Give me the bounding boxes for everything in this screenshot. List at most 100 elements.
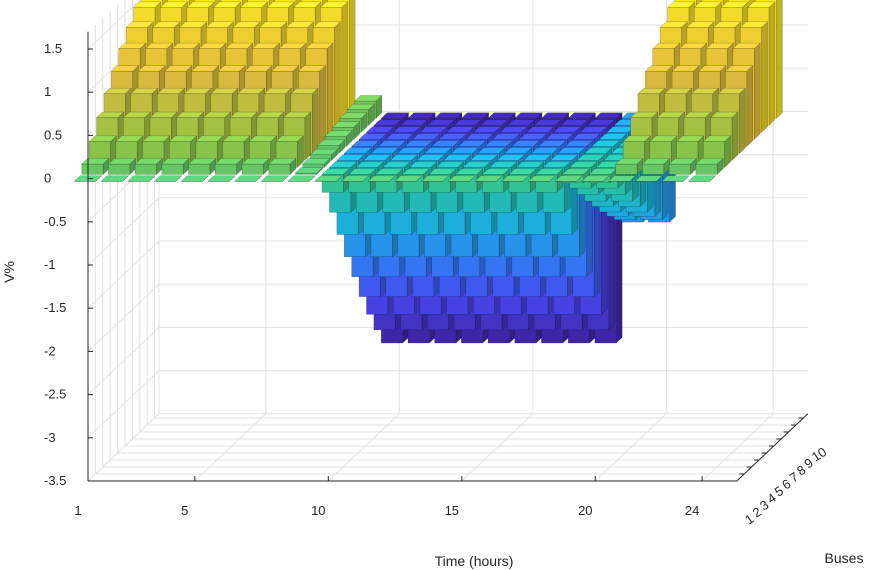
- bar-top: [125, 21, 155, 28]
- bar: [107, 157, 137, 175]
- bar-top: [287, 175, 316, 182]
- bar-top: [720, 1, 749, 8]
- bar-top: [358, 133, 387, 140]
- bar-top: [549, 154, 579, 161]
- bar-front: [668, 163, 691, 175]
- bar-top: [523, 154, 552, 161]
- bar-top: [198, 42, 227, 49]
- x-axis-label: Time (hours): [435, 553, 514, 569]
- bar-top: [118, 42, 147, 49]
- bar: [661, 175, 690, 182]
- bar-top: [644, 65, 674, 72]
- bar-top: [656, 111, 686, 118]
- bar-top: [110, 65, 140, 72]
- bar-top: [260, 175, 290, 182]
- bar-front: [615, 163, 638, 175]
- bar-top: [377, 140, 407, 147]
- bar-top: [487, 112, 516, 119]
- bar: [668, 157, 698, 175]
- bar-top: [294, 167, 324, 174]
- bar-top: [567, 112, 597, 119]
- bar-top: [159, 1, 189, 8]
- bar-top: [81, 158, 110, 165]
- bar-top: [195, 135, 224, 142]
- bar-top: [282, 111, 312, 118]
- bar-top: [331, 121, 361, 128]
- gridline: [87, 283, 160, 352]
- bar-top: [263, 87, 293, 95]
- bar-top: [428, 168, 457, 175]
- bar-side: [746, 65, 753, 147]
- bar-top: [491, 133, 521, 140]
- bar-front: [302, 163, 325, 168]
- bar: [127, 175, 156, 182]
- bar-top: [526, 126, 555, 133]
- bar-top: [115, 135, 144, 142]
- bar-top: [668, 158, 698, 165]
- bar-top: [712, 21, 742, 28]
- bar-top: [168, 135, 198, 142]
- bar-top: [137, 65, 166, 72]
- bar-top: [171, 42, 201, 49]
- bar-top: [474, 175, 503, 182]
- bar-top: [214, 158, 244, 165]
- bar-top: [207, 175, 236, 182]
- bar-top: [508, 168, 537, 175]
- bar-top: [622, 135, 652, 142]
- bar: [581, 175, 610, 182]
- bar-top: [130, 87, 159, 95]
- bar-top: [309, 148, 339, 155]
- bar-top: [399, 119, 429, 126]
- bar-top: [560, 119, 589, 126]
- bar-top: [367, 175, 396, 182]
- bar-top: [278, 42, 307, 49]
- bar: [153, 175, 183, 182]
- bar: [134, 157, 164, 175]
- gridline: [87, 327, 160, 395]
- bar-top: [210, 87, 239, 95]
- bar: [607, 175, 637, 182]
- bar-top: [540, 112, 570, 119]
- gridline: [194, 413, 267, 482]
- bar-top: [671, 65, 700, 72]
- bar-top: [435, 161, 465, 168]
- bar-top: [340, 175, 370, 182]
- bar-top: [324, 130, 353, 137]
- x-tick-label: 1: [74, 503, 81, 518]
- bar-top: [576, 154, 606, 161]
- bar-top: [164, 65, 193, 72]
- y-tick-label: 10: [809, 444, 829, 464]
- bar-top: [259, 21, 288, 28]
- bar-top: [561, 168, 591, 175]
- bar-top: [373, 119, 402, 126]
- bar-top: [591, 140, 620, 147]
- bar-top: [127, 175, 156, 182]
- bar-top: [389, 154, 419, 161]
- x-tick-label: 20: [578, 503, 592, 518]
- bar-top: [141, 135, 171, 142]
- bar-top: [382, 161, 411, 168]
- bar-front: [108, 163, 131, 175]
- bar: [634, 175, 663, 182]
- bar-top: [484, 140, 514, 147]
- bar: [527, 175, 557, 182]
- bar-top: [460, 112, 490, 119]
- bar-top: [423, 147, 453, 154]
- bar-top: [506, 119, 536, 126]
- bar-top: [380, 112, 410, 119]
- bar-top: [457, 140, 487, 147]
- bar-top: [690, 87, 720, 95]
- bar-top: [134, 158, 164, 165]
- gridline: [87, 413, 160, 482]
- bar-top: [293, 1, 322, 8]
- bar-top: [552, 126, 582, 133]
- bar-top: [239, 1, 269, 8]
- bar-top: [705, 42, 735, 49]
- bar-top: [103, 87, 132, 95]
- bar-top: [355, 161, 385, 168]
- bar-top: [290, 87, 319, 95]
- bar-top: [465, 133, 494, 140]
- bar-top: [572, 133, 601, 140]
- bar-top: [659, 21, 689, 28]
- bar-top: [535, 168, 564, 175]
